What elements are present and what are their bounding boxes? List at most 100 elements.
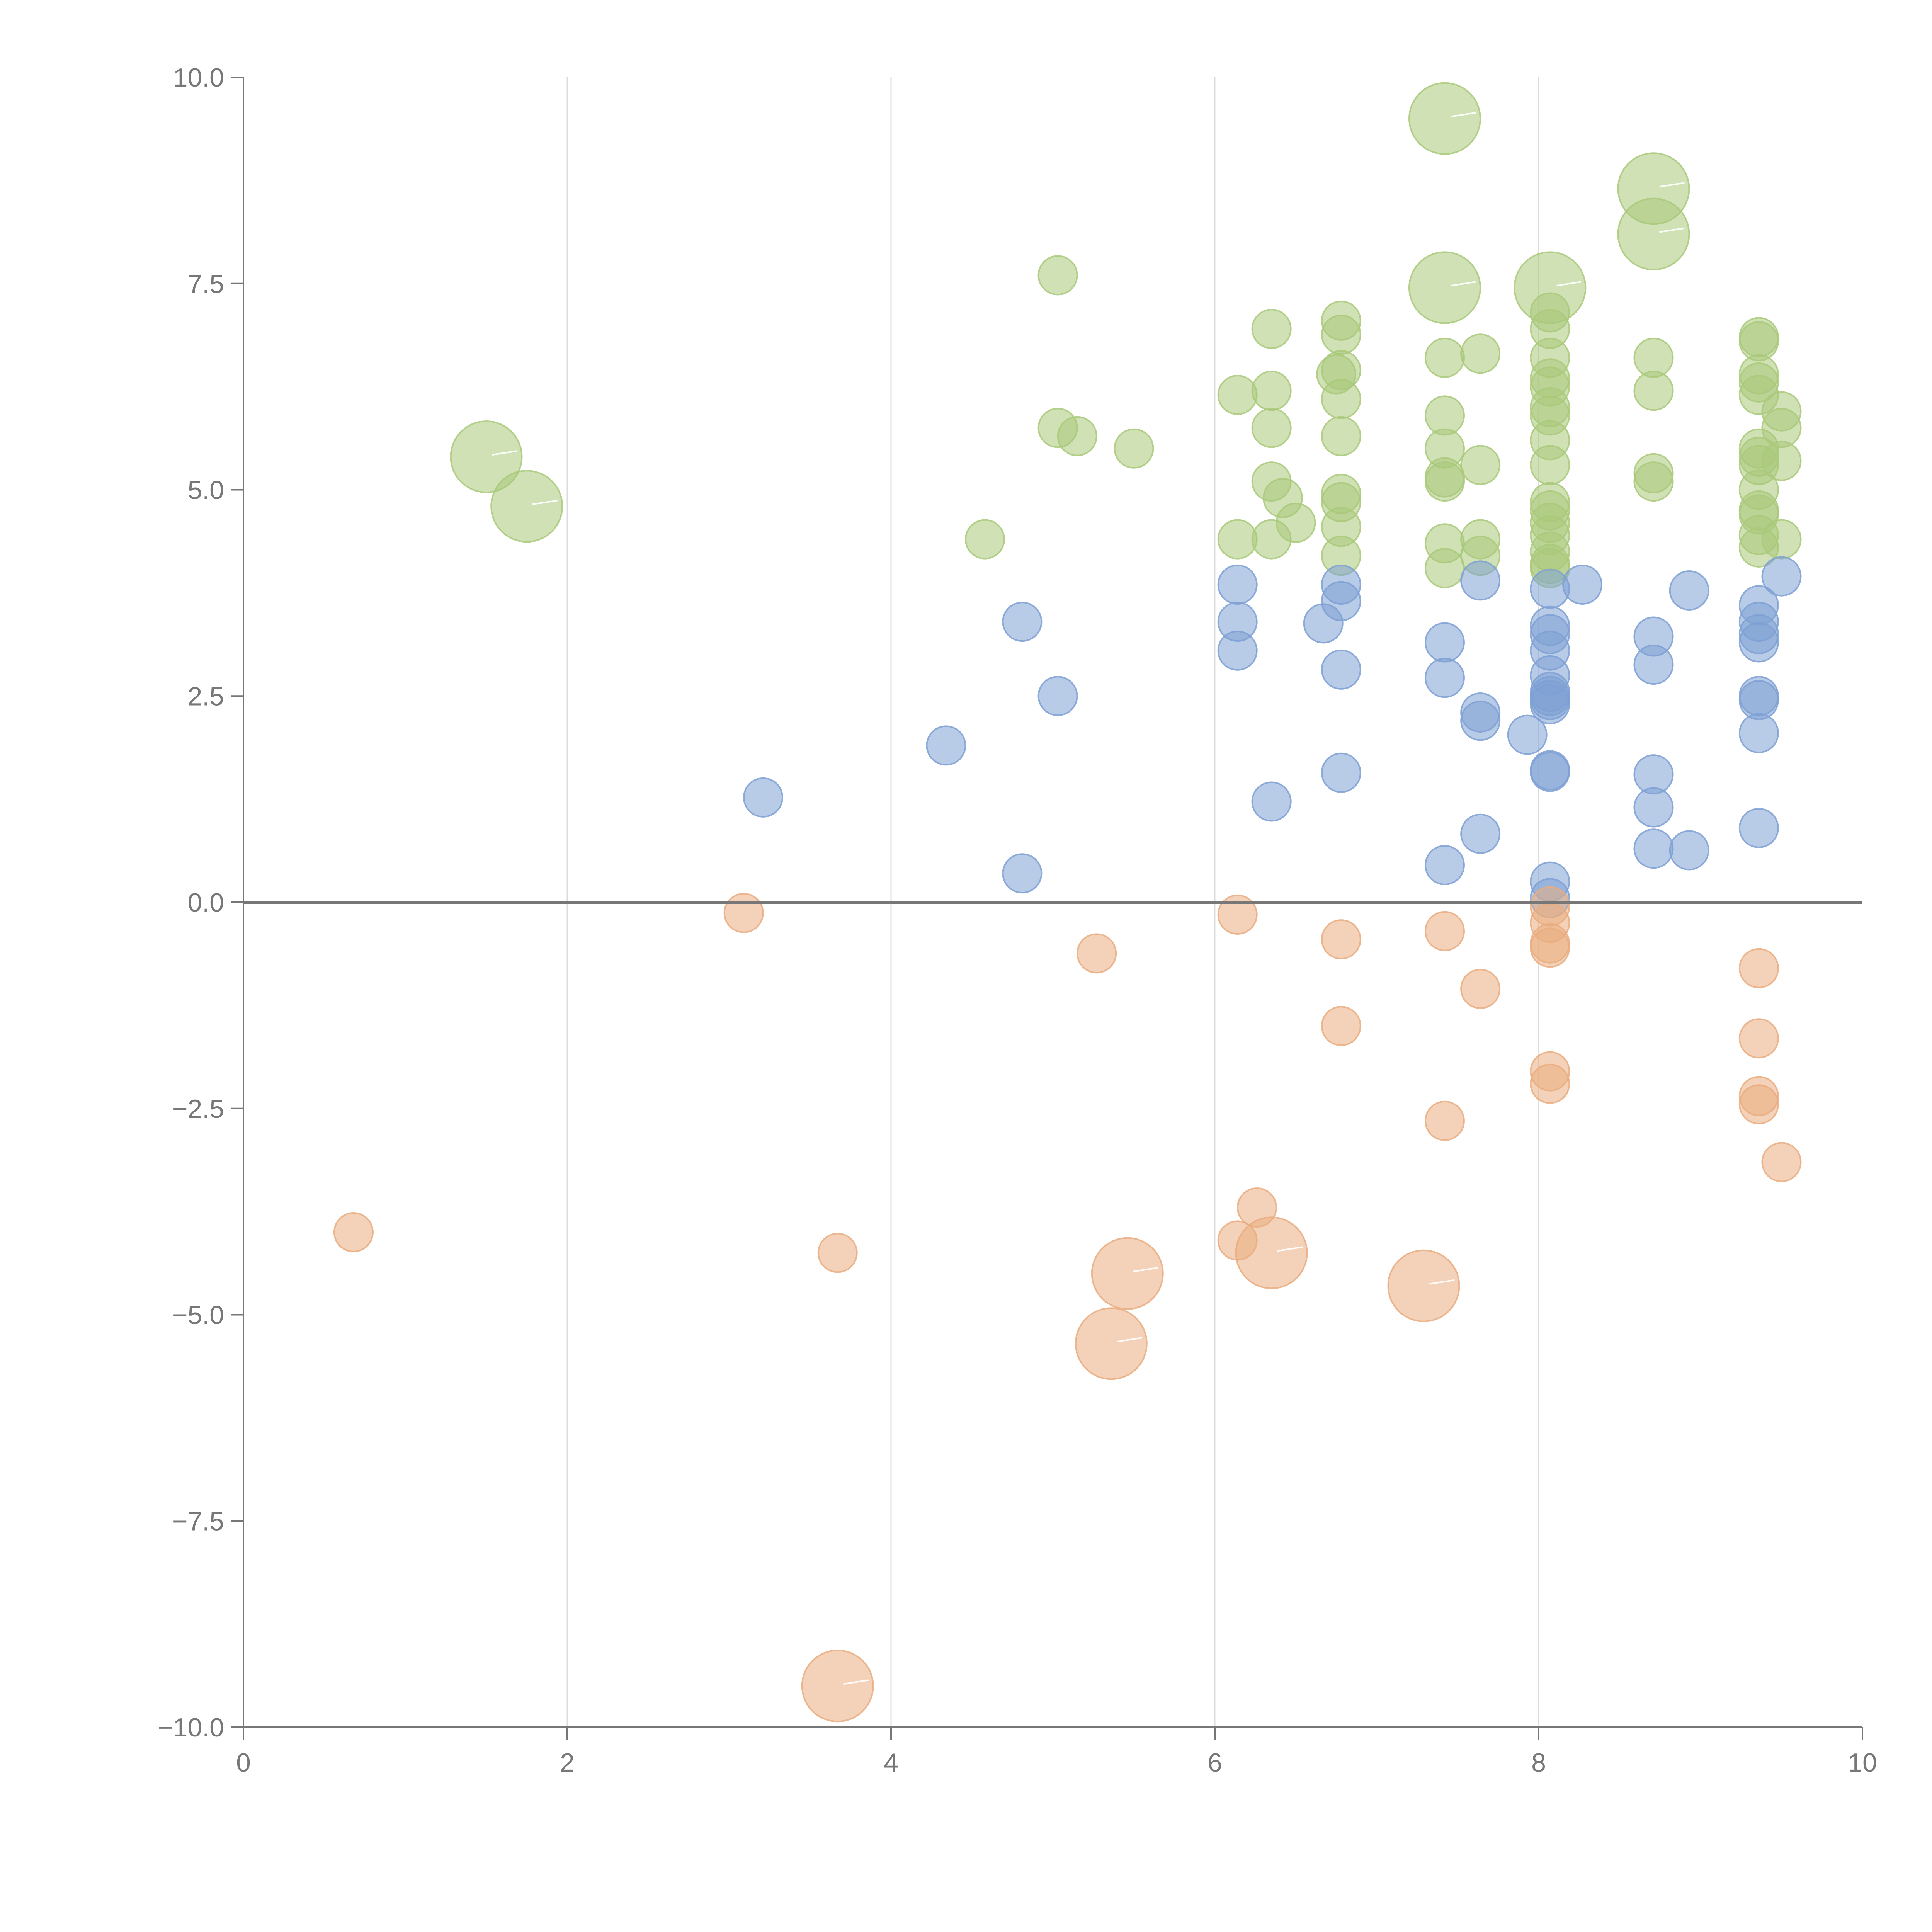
bubble-point-s1-20 xyxy=(1460,813,1501,854)
bubble-point-s1-8 xyxy=(1251,781,1292,822)
bubble-point-s1-16 xyxy=(1424,845,1465,885)
x-tick-label-3: 6 xyxy=(1208,1748,1222,1777)
bubble-point-s1-15 xyxy=(1424,658,1465,698)
bubble-point-s2-27 xyxy=(1761,1142,1802,1182)
bubble-point-s0-59 xyxy=(1633,371,1674,411)
bubble-point-s0-15 xyxy=(1276,502,1316,543)
bubble-leader-s2-10 xyxy=(1277,1246,1303,1252)
bubble-point-s1-13 xyxy=(1321,752,1361,793)
x-tick-label-1: 2 xyxy=(560,1748,575,1777)
x-tick-label-5: 10 xyxy=(1848,1748,1877,1777)
bubble-leader-s0-27 xyxy=(1450,281,1476,287)
bubble-point-s1-41 xyxy=(1669,570,1709,611)
bubble-point-s2-11 xyxy=(1321,919,1361,960)
bubble-point-s2-12 xyxy=(1321,1006,1361,1046)
bubble-point-s0-8 xyxy=(1217,519,1258,560)
bubble-point-s0-11 xyxy=(1251,408,1292,448)
bubble-point-s0-21 xyxy=(1321,416,1361,456)
x-tick-label-4: 8 xyxy=(1531,1748,1546,1777)
bubble-point-s2-3 xyxy=(801,1650,874,1723)
bubble-point-s1-1 xyxy=(926,725,966,766)
bubble-point-s1-46 xyxy=(1738,622,1779,663)
bubble-point-s2-26 xyxy=(1738,1084,1779,1125)
bubble-point-s0-57 xyxy=(1617,197,1690,270)
bubble-point-s1-39 xyxy=(1633,787,1674,828)
bubble-point-s1-0 xyxy=(743,777,783,818)
bubble-point-s1-50 xyxy=(1738,808,1779,848)
bubble-point-s1-12 xyxy=(1321,649,1361,690)
bubble-point-s2-7 xyxy=(1217,895,1258,935)
bubble-point-s2-2 xyxy=(817,1233,858,1273)
y-tick-label-1: −7.5 xyxy=(172,1507,224,1536)
bubble-point-s0-0 xyxy=(450,420,523,493)
bubble-point-s0-3 xyxy=(1037,255,1078,296)
bubble-point-s1-11 xyxy=(1321,581,1361,621)
bubble-point-s1-37 xyxy=(1633,645,1674,685)
bubble-leader-s0-0 xyxy=(492,450,517,456)
y-tick-label-7: 7.5 xyxy=(187,269,224,299)
bubble-point-s1-5 xyxy=(1217,565,1258,605)
bubble-point-s1-32 xyxy=(1530,752,1570,792)
y-tick-label-5: 2.5 xyxy=(187,682,224,711)
bubble-point-s2-5 xyxy=(1075,1307,1148,1380)
bubble-point-s2-6 xyxy=(1091,1237,1164,1310)
bubble-point-s1-4 xyxy=(1037,676,1078,716)
bubble-point-s1-51 xyxy=(1761,556,1802,597)
bubble-point-s0-77 xyxy=(1761,440,1802,481)
y-tick-label-0: −10.0 xyxy=(158,1713,224,1742)
bubble-point-s2-1 xyxy=(723,893,764,933)
bubble-point-s0-1 xyxy=(490,470,563,543)
bubble-point-s2-23 xyxy=(1738,948,1779,988)
bubble-point-s0-78 xyxy=(1761,519,1802,560)
bubble-point-s1-3 xyxy=(1002,853,1043,894)
bubble-point-s0-18 xyxy=(1321,315,1361,355)
bubble-point-s1-2 xyxy=(1002,602,1043,642)
bubble-point-s0-35 xyxy=(1460,333,1501,374)
bubble-leader-s0-57 xyxy=(1659,227,1685,233)
bubble-point-s1-30 xyxy=(1530,684,1570,724)
bubble-point-s0-48 xyxy=(1530,445,1570,485)
y-tick-label-3: −2.5 xyxy=(172,1094,224,1124)
bubble-point-s0-34 xyxy=(1424,548,1465,588)
bubble-point-s2-4 xyxy=(1077,933,1117,974)
bubble-point-s2-15 xyxy=(1424,1100,1465,1141)
bubble-point-s1-14 xyxy=(1424,622,1465,663)
bubble-point-s0-32 xyxy=(1424,461,1465,502)
bubble-point-s0-5 xyxy=(1057,416,1097,456)
bubble-point-s2-20 xyxy=(1530,927,1570,968)
bubble-point-s1-49 xyxy=(1738,713,1779,753)
bubble-point-s0-26 xyxy=(1408,82,1481,155)
bubble-point-s2-0 xyxy=(333,1212,374,1252)
bubble-point-s1-42 xyxy=(1669,830,1709,871)
x-tick-label-2: 4 xyxy=(884,1748,898,1777)
bubble-layer xyxy=(333,82,1802,1723)
bubble-point-s0-10 xyxy=(1251,371,1292,411)
bubble-leader-s0-26 xyxy=(1450,112,1476,117)
bubble-point-s0-9 xyxy=(1251,309,1292,349)
bubble-point-s1-21 xyxy=(1507,714,1548,755)
y-tick-label-2: −5.0 xyxy=(172,1301,224,1330)
bubble-point-s2-13 xyxy=(1387,1249,1460,1322)
bubble-point-s2-14 xyxy=(1424,911,1465,951)
bubble-point-s2-16 xyxy=(1460,969,1501,1009)
bubble-point-s0-2 xyxy=(965,519,1005,560)
bubble-point-s2-24 xyxy=(1738,1018,1779,1059)
bubble-point-s0-7 xyxy=(1217,374,1258,415)
bubble-leader-s0-39 xyxy=(1556,281,1581,287)
bubble-point-s2-10 xyxy=(1235,1216,1308,1289)
bubble-leader-s2-3 xyxy=(843,1679,869,1685)
bubble-point-s1-17 xyxy=(1460,560,1501,601)
y-tick-label-6: 5.0 xyxy=(187,476,224,505)
bubble-leader-s0-1 xyxy=(532,500,558,505)
bubble-point-s0-61 xyxy=(1633,461,1674,502)
axis-layer: −10.0 −7.5 −5.0 −2.5 0.0 2.5 5.0 7.5 10.0 0 2 4 6 8 10 xyxy=(158,63,1877,1777)
bubble-point-s2-22 xyxy=(1530,1063,1570,1104)
y-tick-label-8: 10.0 xyxy=(173,63,224,92)
bubble-point-s1-7 xyxy=(1217,630,1258,671)
bubble-point-s0-36 xyxy=(1460,445,1501,485)
bubble-leader-s2-6 xyxy=(1133,1267,1159,1272)
bubble-point-s0-28 xyxy=(1424,337,1465,378)
bubble-point-s0-27 xyxy=(1408,251,1481,324)
y-tick-label-4: 0.0 xyxy=(187,888,224,917)
